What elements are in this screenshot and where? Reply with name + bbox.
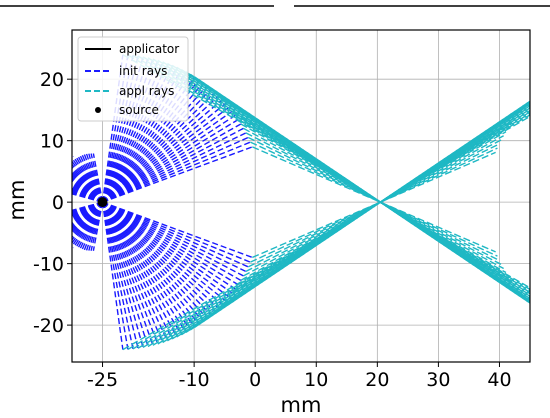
init-ray <box>102 201 253 259</box>
init-ray <box>101 201 173 340</box>
legend-init-rays-label: init rays <box>119 64 167 78</box>
init-ray <box>102 99 223 203</box>
init-ray <box>102 146 253 203</box>
init-ray <box>101 201 204 322</box>
x-tick-label: 40 <box>487 369 511 391</box>
init-ray <box>101 201 196 328</box>
x-axis-label: mm <box>281 393 322 417</box>
init-ray <box>101 201 164 343</box>
legend-applicator-label: applicator <box>119 42 179 56</box>
init-ray <box>101 201 191 331</box>
init-ray <box>92 153 104 203</box>
init-ray <box>101 56 144 203</box>
init-ray <box>101 201 200 325</box>
tick-labels: -25 -10 0 10 20 30 40 20 10 0 -10 -20 <box>33 69 512 391</box>
init-ray <box>101 201 178 338</box>
init-ray <box>102 91 216 203</box>
appl-ray <box>127 114 530 350</box>
source-marker <box>97 197 108 208</box>
appl-ray <box>127 54 530 291</box>
init-ray <box>102 106 230 203</box>
appl-ray <box>243 127 504 270</box>
x-tick-label: 20 <box>365 369 389 391</box>
init-ray <box>102 201 227 302</box>
init-ray <box>101 201 183 336</box>
init-ray <box>102 127 244 203</box>
init-ray <box>101 201 154 346</box>
init-ray <box>102 201 233 294</box>
y-tick-label: 20 <box>40 69 64 91</box>
init-ray <box>102 201 244 277</box>
x-tick-label: -25 <box>87 369 118 391</box>
init-ray <box>101 201 139 349</box>
y-tick-label: -20 <box>33 315 64 337</box>
appl-ray <box>147 108 530 348</box>
appl-ray <box>137 55 530 294</box>
y-tick-label: 0 <box>52 192 64 214</box>
appl-ray <box>122 115 530 351</box>
init-ray <box>102 201 212 316</box>
init-ray <box>102 88 212 203</box>
init-ray <box>102 201 208 319</box>
init-ray <box>101 201 187 333</box>
init-ray <box>101 201 159 345</box>
init-ray <box>101 55 134 203</box>
appl-ray <box>137 111 530 349</box>
legend-source-label: source <box>119 103 159 117</box>
y-tick-label: 10 <box>40 131 64 153</box>
init-ray <box>102 110 233 203</box>
init-ray <box>102 201 216 313</box>
init-ray <box>101 55 139 203</box>
init-ray <box>102 102 227 203</box>
x-tick-label: 10 <box>304 369 328 391</box>
init-ray <box>101 202 124 350</box>
init-ray <box>102 201 223 306</box>
appl-ray <box>243 135 504 277</box>
init-ray <box>90 201 104 251</box>
appl-ray <box>171 64 530 302</box>
init-ray <box>90 153 104 203</box>
init-ray <box>101 201 144 348</box>
init-ray <box>102 201 220 309</box>
x-tick-label: 30 <box>426 369 450 391</box>
init-ray <box>101 201 169 342</box>
init-ray <box>102 201 230 298</box>
init-ray <box>101 54 129 203</box>
y-tick-label: -10 <box>33 254 64 276</box>
init-ray <box>102 123 242 203</box>
init-ray <box>102 85 208 203</box>
init-ray <box>102 95 220 203</box>
appl-ray <box>247 143 500 268</box>
init-ray <box>92 202 104 251</box>
init-ray <box>102 201 242 281</box>
legend-box <box>77 36 189 122</box>
x-tick-label: -10 <box>179 369 210 391</box>
init-ray <box>101 202 134 350</box>
init-ray <box>88 201 104 251</box>
init-ray <box>88 153 104 203</box>
init-ray <box>101 201 149 347</box>
axes-frame <box>71 29 531 363</box>
y-axis-label: mm <box>5 180 29 221</box>
appl-ray <box>147 57 530 296</box>
x-tick-label: 0 <box>249 369 261 391</box>
appl-ray <box>171 103 530 340</box>
legend-source-marker <box>95 107 101 113</box>
legend: applicator init rays appl rays source <box>77 36 189 122</box>
init-ray <box>101 202 129 350</box>
init-ray <box>101 54 124 203</box>
legend-appl-rays-label: appl rays <box>119 84 174 98</box>
appl-ray <box>247 136 500 261</box>
appl-ray <box>122 54 530 289</box>
